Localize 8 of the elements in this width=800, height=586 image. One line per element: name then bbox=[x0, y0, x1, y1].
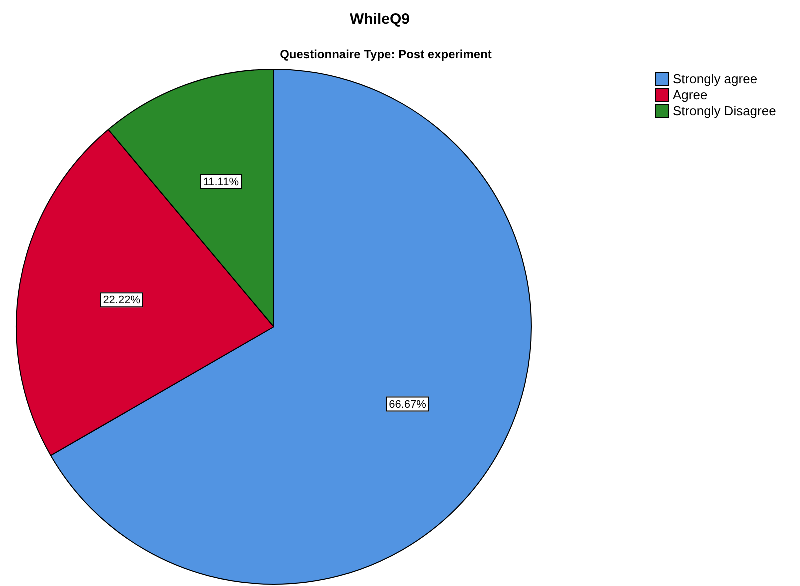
legend-label: Strongly Disagree bbox=[673, 104, 776, 119]
data-label: 22.22% bbox=[103, 294, 141, 307]
data-label: 66.67% bbox=[389, 398, 427, 411]
chart-subtitle: Questionnaire Type: Post experiment bbox=[280, 47, 492, 62]
legend-label: Agree bbox=[673, 88, 708, 103]
chart-title: WhileQ9 bbox=[350, 11, 410, 28]
legend-label: Strongly agree bbox=[673, 72, 758, 87]
data-label: 11.11% bbox=[203, 176, 240, 188]
